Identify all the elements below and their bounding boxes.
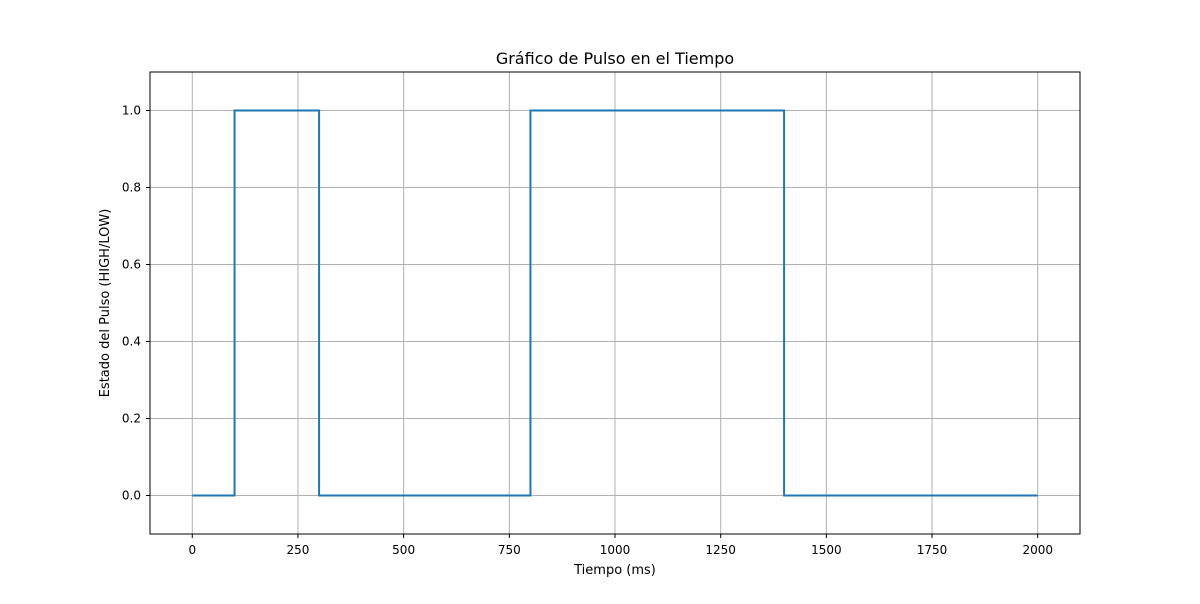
y-tick-label: 1.0 xyxy=(122,104,141,118)
grid-layer xyxy=(150,72,1080,534)
x-tick-label: 250 xyxy=(287,543,310,557)
chart-title: Gráfico de Pulso en el Tiempo xyxy=(496,49,734,68)
y-axis-title: Estado del Pulso (HIGH/LOW) xyxy=(98,209,113,398)
y-tick-label: 0.6 xyxy=(122,258,141,272)
y-tick-label: 0.4 xyxy=(122,335,141,349)
x-tick-label: 500 xyxy=(392,543,415,557)
x-tick-label: 2000 xyxy=(1022,543,1053,557)
x-tick-label: 1250 xyxy=(705,543,736,557)
x-tick-label: 750 xyxy=(498,543,521,557)
y-tick-label: 0.8 xyxy=(122,181,141,195)
ticks-layer: 0 250 500 750 1000 1250 1500 1750 2000 0.0 0.2 0.4 0… xyxy=(122,104,1053,558)
series-layer xyxy=(192,109,1038,497)
x-tick-label: 0 xyxy=(188,543,196,557)
x-tick-label: 1750 xyxy=(917,543,948,557)
y-tick-label: 0.2 xyxy=(122,412,141,426)
x-tick-label: 1500 xyxy=(811,543,842,557)
x-tick-label: 1000 xyxy=(600,543,631,557)
y-tick-label: 0.0 xyxy=(122,489,141,503)
pulse-series-line xyxy=(192,109,1038,497)
x-axis-title: Tiempo (ms) xyxy=(573,563,656,578)
